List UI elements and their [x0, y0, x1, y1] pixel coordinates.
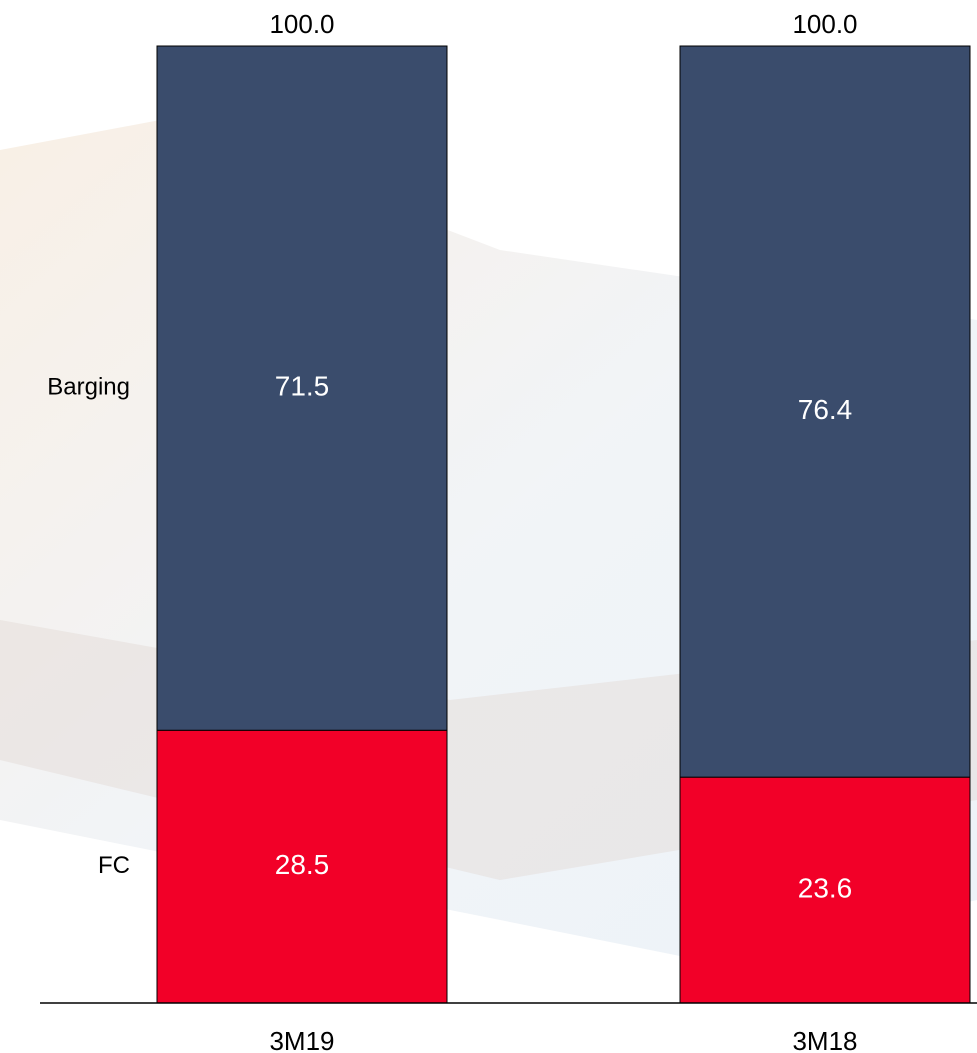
- bar-segment: [156, 729, 448, 1004]
- total-label: 100.0: [792, 9, 857, 39]
- bar-segment: [679, 776, 971, 1004]
- x-tick-label: 3M19: [269, 1026, 334, 1053]
- bar-segment: [156, 45, 448, 731]
- value-label: 28.5: [275, 849, 330, 880]
- value-label: 76.4: [798, 394, 853, 425]
- legend-label: Barging: [47, 373, 130, 400]
- x-tick-label: 3M18: [792, 1026, 857, 1053]
- bar-segment: [679, 45, 971, 778]
- value-label: 71.5: [275, 371, 330, 402]
- value-label: 23.6: [798, 872, 853, 903]
- total-label: 100.0: [269, 9, 334, 39]
- legend-label: FC: [98, 852, 130, 879]
